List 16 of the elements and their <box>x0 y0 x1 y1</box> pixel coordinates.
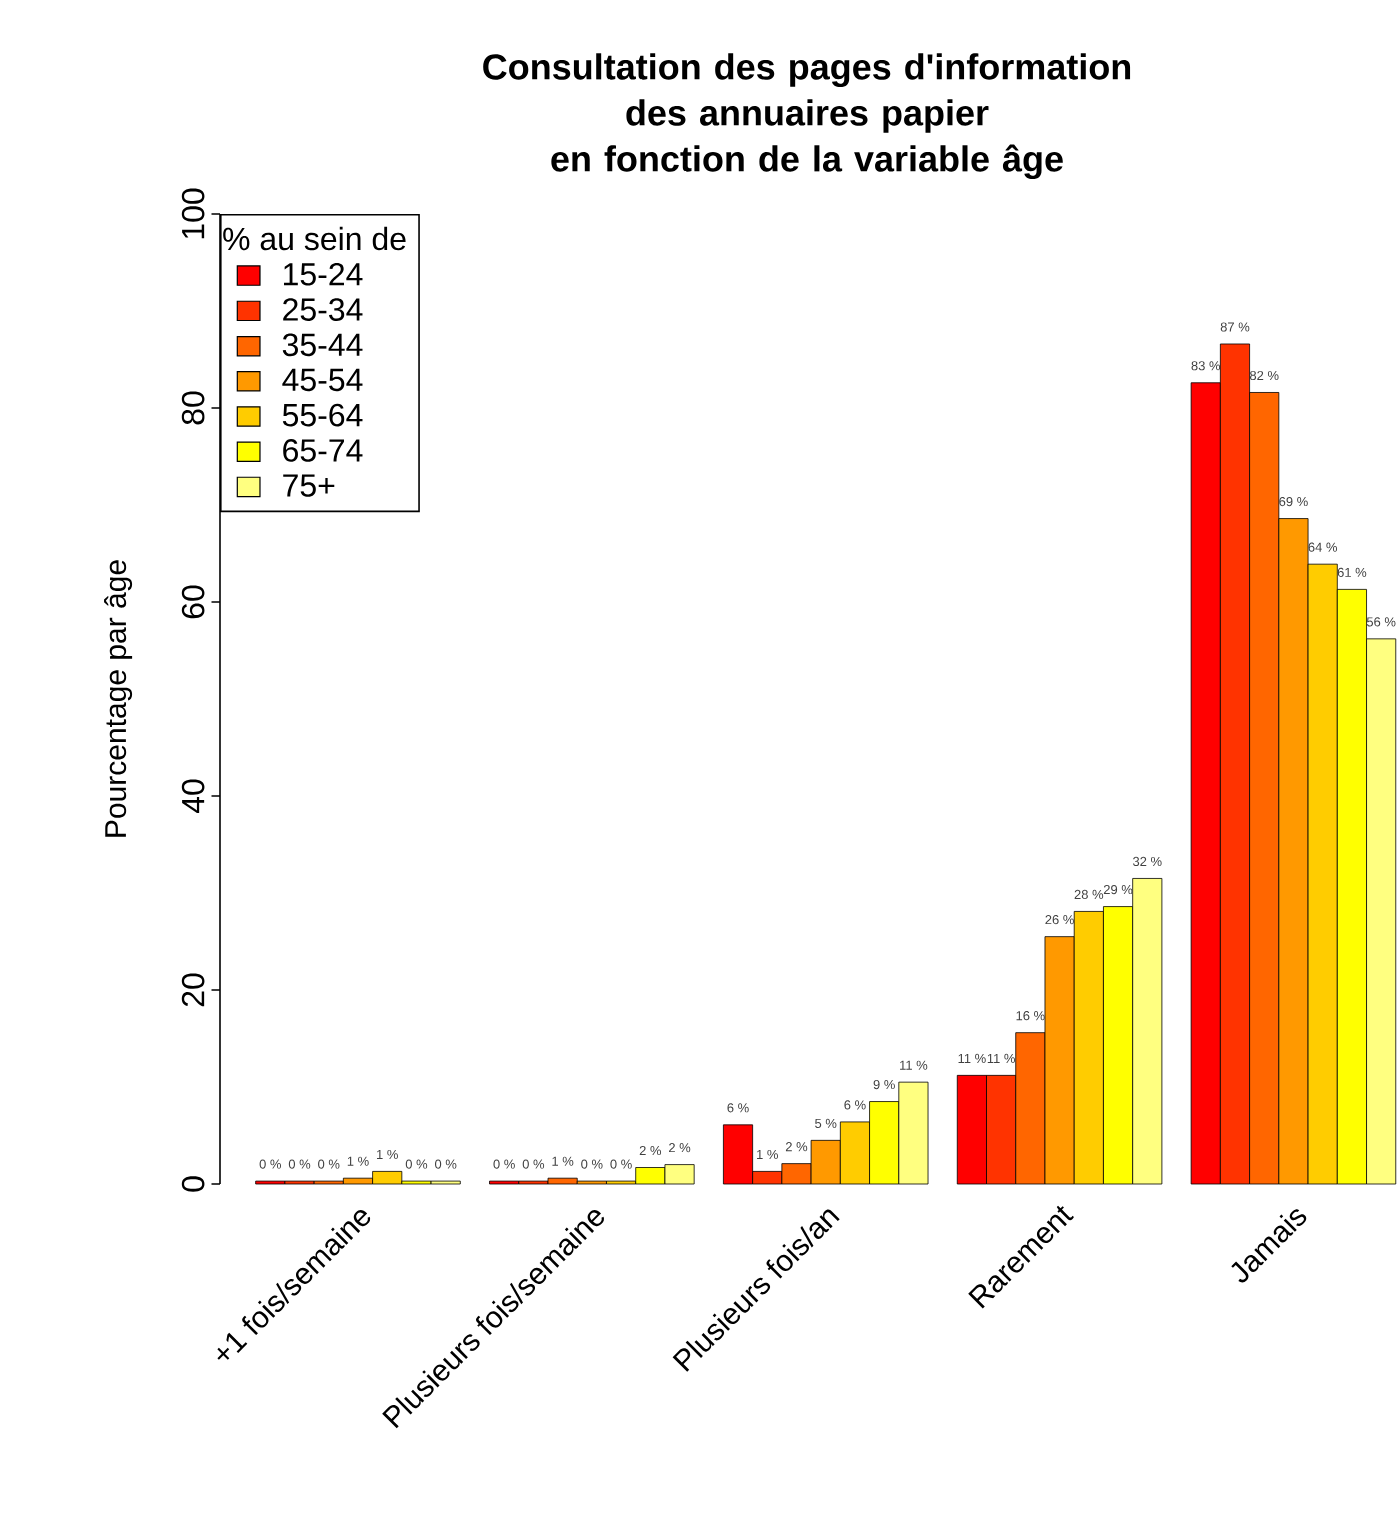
y-tick-label: 0 <box>181 1176 205 1192</box>
legend-label: 45-54 <box>282 368 363 392</box>
legend-label: 55-64 <box>282 403 363 427</box>
y-tick-label: 20 <box>181 973 205 1007</box>
y-tick-label: 40 <box>181 779 205 814</box>
chart-title: Consultation des pages d'information des annuaires papier en fonction de la variable âge <box>483 53 1131 179</box>
y-tick-label: 100 <box>181 188 205 239</box>
legend-label: 15-24 <box>284 262 363 286</box>
legend-label: 75+ <box>283 474 335 497</box>
y-tick-label: 80 <box>181 391 205 425</box>
legend-title: % au sein de <box>223 226 406 251</box>
y-axis-title: Pourcentage par âge <box>104 560 133 837</box>
legend-label: 25-34 <box>283 298 363 321</box>
y-tick-label: 60 <box>181 585 205 619</box>
legend-label: 35-44 <box>282 333 363 357</box>
legend-label: 65-74 <box>283 439 363 462</box>
